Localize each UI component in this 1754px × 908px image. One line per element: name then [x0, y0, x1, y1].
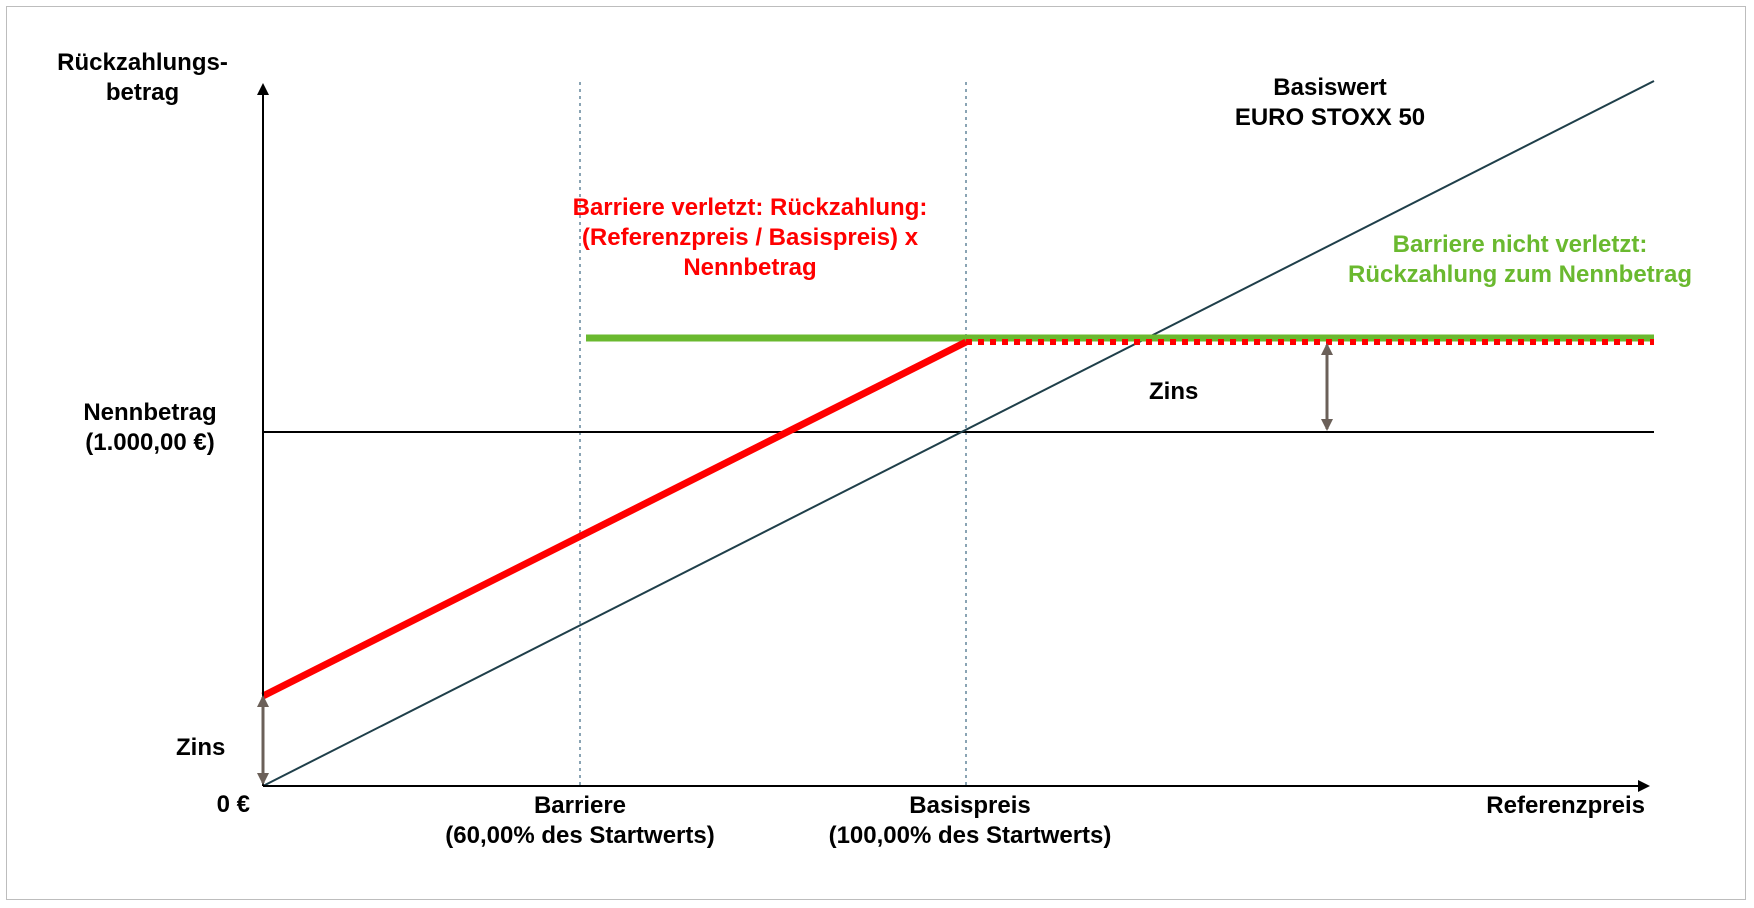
zins-label-left: Zins	[176, 734, 226, 761]
barrier-not-breached-annotation: Barriere nicht verletzt: Rückzahlung zum…	[1347, 231, 1693, 288]
zins-label-right: Zins	[1149, 378, 1199, 405]
barrier-breached-annotation: Barriere verletzt: Rückzahlung: (Referen…	[572, 194, 928, 281]
barriere-label: Barriere (60,00% des Startwerts)	[445, 792, 715, 849]
diagram-frame	[6, 6, 1746, 900]
y-axis-label: Rückzahlungs- betrag	[57, 49, 228, 106]
basiswert-label: Basiswert EURO STOXX 50	[1234, 74, 1426, 131]
x-axis-label: Referenzpreis	[1486, 792, 1645, 819]
basispreis-label: Basispreis (100,00% des Startwerts)	[828, 792, 1112, 849]
red-payoff-line	[261, 338, 968, 700]
nennbetrag-label: Nennbetrag (1.000,00 €)	[83, 399, 217, 456]
basiswert-line	[262, 80, 1655, 787]
origin-label: 0 €	[216, 791, 250, 818]
